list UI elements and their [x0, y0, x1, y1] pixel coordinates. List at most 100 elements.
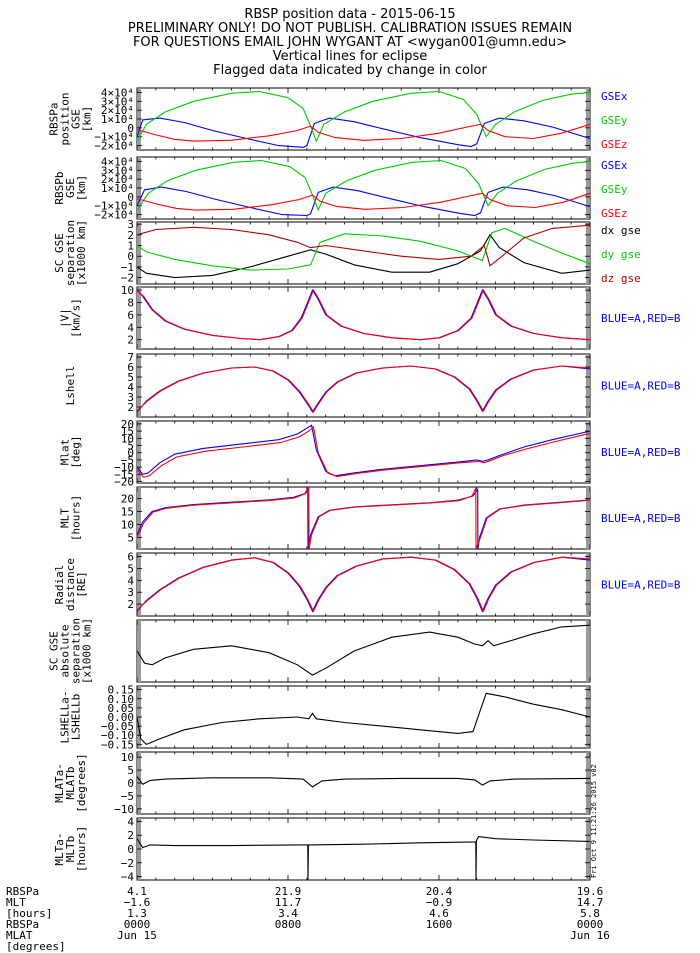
- generation-timestamp: Fri Oct 9 11:21:26 2015 v02: [590, 764, 598, 878]
- y-tick-label: 3×10⁴: [101, 164, 134, 177]
- y-axis-label-line: [x1000 km]: [81, 618, 94, 684]
- series-line-dy-gse: [136, 227, 591, 271]
- y-tick-label: 2×10⁴: [101, 104, 134, 117]
- y-tick-label: 4×10⁴: [101, 155, 134, 168]
- contact-line: FOR QUESTIONS EMAIL JOHN WYGANT AT <wyga…: [132, 35, 568, 50]
- legend-entry: GSEy: [601, 183, 628, 196]
- y-tick-label: 4: [127, 381, 134, 394]
- y-tick-label: −1×10⁴: [94, 131, 134, 144]
- legend-entry: GSEx: [601, 159, 628, 172]
- y-tick-label: 1: [127, 240, 134, 253]
- y-tick-label: 0: [127, 191, 134, 204]
- y-axis-label-line: Mlat: [59, 439, 72, 466]
- y-tick-label: 3: [127, 218, 134, 231]
- y-axis-label-line: [km]: [81, 106, 94, 133]
- y-tick-label: 5: [127, 440, 134, 453]
- y-tick-label: −0.10: [101, 729, 134, 742]
- y-axis-label: MLTa-MLTb[hours]: [53, 826, 88, 872]
- legend-entry: BLUE=A,RED=B: [601, 312, 681, 325]
- y-axis-label: LSHELLa-LSHELLb: [59, 691, 83, 744]
- y-tick-label: 6: [127, 551, 134, 564]
- y-axis-label-line: [RE]: [75, 571, 88, 598]
- series-line-dmlat: [136, 776, 591, 788]
- y-tick-label: −2: [121, 857, 134, 870]
- y-tick-label: 2×10⁴: [101, 173, 134, 186]
- legend-entry: GSEz: [601, 207, 628, 220]
- y-tick-label: 10: [121, 751, 134, 764]
- panel-frame: [136, 286, 591, 350]
- eclipse-bar: [137, 222, 141, 284]
- y-tick-label: 0: [127, 122, 134, 135]
- y-tick-label: 3×10⁴: [101, 95, 134, 108]
- y-tick-label: 20: [121, 493, 134, 506]
- series-line-b: [136, 556, 591, 613]
- series-line-dx-gse: [136, 233, 591, 279]
- y-axis-label-line: [deg]: [70, 435, 83, 468]
- y-tick-label: −2×10⁴: [94, 209, 134, 222]
- series-line-b: [136, 288, 591, 341]
- y-tick-label: −0.05: [101, 720, 134, 733]
- y-axis-label-line: Radial: [53, 565, 66, 605]
- y-tick-label: −2: [121, 272, 134, 285]
- y-tick-label: 10: [121, 284, 134, 297]
- y-tick-label: −5: [121, 790, 134, 803]
- y-axis-label-line: MLTa-: [53, 832, 66, 865]
- series-line-a: [136, 424, 591, 477]
- panel-mlt-diff: 420−2−4 MLTa-MLTb[hours]: [53, 815, 591, 884]
- series-line-dl: [136, 692, 591, 746]
- y-axis-label-line: RBSPb: [53, 171, 66, 204]
- y-tick-label: 1×10⁴: [101, 182, 134, 195]
- panel-rbspa-position: 4×10⁴3×10⁴2×10⁴1×10⁴0−1×10⁴−2×10⁴RBSPapo…: [48, 86, 628, 152]
- y-tick-label: 3: [127, 586, 134, 599]
- y-tick-label: −20: [114, 476, 134, 489]
- y-axis-label-line: [hours]: [75, 826, 88, 872]
- y-tick-label: 2: [127, 334, 134, 347]
- y-tick-label: −0.15: [101, 738, 134, 751]
- y-tick-label: 5: [127, 562, 134, 575]
- y-tick-label: 10: [121, 432, 134, 445]
- y-tick-label: 0.15: [108, 684, 135, 697]
- y-tick-label: 4: [127, 321, 134, 334]
- y-axis-label-line: distance: [64, 558, 77, 611]
- panel-lshell-diff: 0.150.100.050.00−0.05−0.10−0.15 LSHELLa-L…: [59, 684, 591, 751]
- y-tick-label: −1: [121, 261, 134, 274]
- y-axis-label-line: position: [59, 93, 72, 146]
- y-tick-label: 1×10⁴: [101, 113, 134, 126]
- eclipse-bar: [137, 620, 141, 682]
- y-tick-label: 0.00: [108, 711, 135, 724]
- y-tick-label: 4: [127, 574, 134, 587]
- y-tick-label: 0.05: [108, 702, 135, 715]
- y-tick-label: 6: [127, 361, 134, 374]
- y-tick-label: 8: [127, 297, 134, 310]
- y-tick-label: −4: [121, 871, 135, 884]
- eclipse-bar: [137, 487, 141, 549]
- y-tick-label: 5: [127, 531, 134, 544]
- y-tick-label: 2: [127, 829, 134, 842]
- series-line-dz-gse: [136, 224, 591, 267]
- y-axis-label-line: MLT: [59, 508, 72, 528]
- y-axis-label-line: absolute: [59, 625, 72, 678]
- panel-frame: [136, 221, 591, 285]
- flag-note: Flagged data indicated by change in colo…: [213, 63, 487, 78]
- y-axis-label-line: [km]: [75, 175, 88, 202]
- panel-frame: [136, 751, 591, 815]
- eclipse-bar: [137, 354, 141, 417]
- y-axis-label-line: MLTb: [64, 836, 77, 863]
- title: RBSP position data - 2015-06-15: [244, 7, 456, 22]
- y-axis-label: MLATa-MLATb[degrees]: [53, 753, 88, 813]
- series-line-gsez: [136, 192, 591, 211]
- y-tick-label: −5: [121, 454, 134, 467]
- panel-frame: [136, 619, 591, 683]
- y-axis-label-line: [hours]: [70, 495, 83, 541]
- legend-entry: BLUE=A,RED=B: [601, 579, 681, 592]
- y-tick-label: −10: [114, 803, 134, 816]
